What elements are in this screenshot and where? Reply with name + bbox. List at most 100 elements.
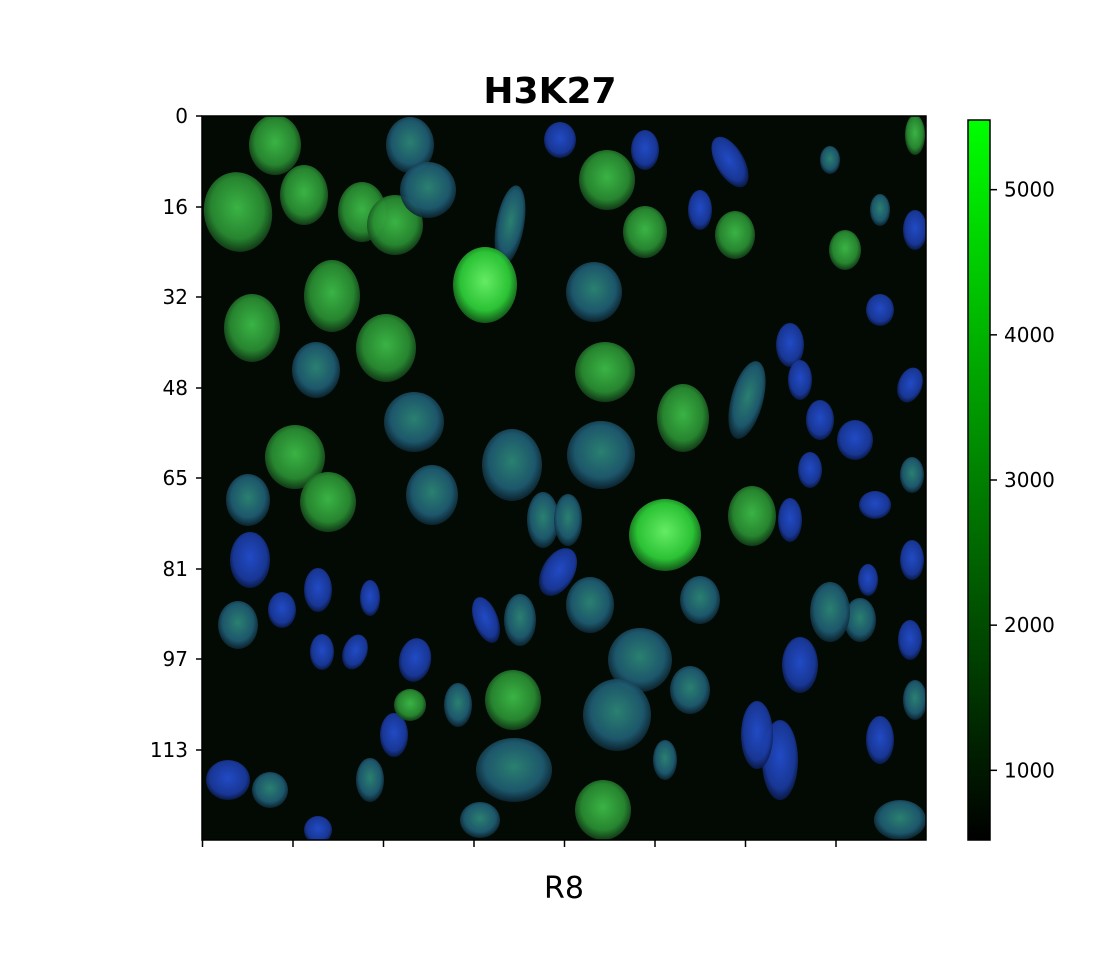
nucleus — [623, 206, 667, 258]
nucleus — [670, 666, 710, 714]
y-tick-label: 16 — [163, 195, 188, 219]
nucleus — [728, 486, 776, 546]
nucleus — [494, 185, 526, 265]
nucleus — [476, 738, 552, 802]
colorbar-tick-label: 5000 — [1004, 178, 1055, 202]
nucleus — [859, 491, 891, 519]
nucleus — [356, 314, 416, 382]
nucleus — [252, 772, 288, 808]
nucleus — [472, 597, 500, 643]
nucleus — [280, 165, 328, 225]
nucleus — [866, 294, 894, 326]
nucleus — [905, 116, 925, 155]
nucleus — [844, 598, 876, 642]
nucleus — [900, 457, 924, 493]
nucleus — [380, 713, 408, 757]
y-tick-label: 32 — [163, 285, 188, 309]
nucleus — [482, 429, 542, 501]
nucleus — [897, 367, 923, 403]
nucleus — [444, 683, 472, 727]
nucleus — [554, 494, 582, 546]
nucleus — [631, 130, 659, 170]
nucleus — [566, 262, 622, 322]
nucleus — [653, 740, 677, 780]
nucleus — [688, 190, 712, 230]
nucleus — [711, 136, 749, 188]
nucleus — [657, 384, 709, 452]
nucleus — [527, 492, 559, 548]
nucleus — [310, 634, 334, 670]
nucleus — [567, 421, 635, 489]
nucleus — [265, 425, 325, 489]
nucleus — [249, 116, 301, 175]
nucleus — [579, 150, 635, 210]
nucleus — [741, 701, 773, 769]
nucleus — [820, 146, 840, 174]
nucleus — [453, 247, 517, 323]
nucleus — [575, 780, 631, 840]
nucleus — [629, 499, 701, 571]
nucleus — [398, 638, 432, 682]
nucleus — [386, 117, 434, 173]
nucleus — [788, 360, 812, 400]
nucleus — [837, 420, 873, 460]
colorbar-tick-label: 2000 — [1004, 613, 1055, 637]
nucleus — [300, 472, 356, 532]
x-axis-label: R8 — [544, 871, 584, 906]
nucleus — [268, 592, 296, 628]
nucleus — [583, 679, 651, 751]
nucleus — [485, 670, 541, 730]
y-tick-label: 97 — [163, 647, 188, 671]
nucleus — [903, 210, 926, 250]
nucleus — [304, 816, 332, 840]
nucleus — [728, 361, 766, 439]
nucleus — [394, 689, 426, 721]
nucleus — [778, 498, 802, 542]
nucleus — [504, 594, 536, 646]
nucleus — [218, 601, 258, 649]
colorbar-gradient — [967, 119, 991, 841]
nucleus — [224, 294, 280, 362]
y-tick-label: 81 — [163, 557, 188, 581]
nucleus — [230, 532, 270, 588]
nucleus — [898, 620, 922, 660]
microscopy-image — [202, 116, 926, 840]
nucleus — [566, 577, 614, 633]
nucleus — [356, 758, 384, 802]
nucleus — [539, 548, 577, 596]
nucleus — [575, 342, 635, 402]
nucleus — [782, 637, 818, 693]
nucleus — [870, 194, 890, 226]
nucleus — [810, 582, 850, 642]
y-tick-label: 65 — [163, 466, 188, 490]
nucleus — [226, 474, 270, 526]
nucleus — [342, 634, 368, 670]
nucleus — [360, 580, 380, 616]
nucleus — [384, 392, 444, 452]
y-tick-label: 48 — [163, 376, 188, 400]
nucleus — [304, 568, 332, 612]
nucleus — [406, 465, 458, 525]
nucleus — [203, 172, 273, 252]
nucleus — [900, 540, 924, 580]
y-axis: 0 16 32 48 65 81 97 113 — [150, 104, 202, 762]
nucleus — [460, 802, 500, 838]
nucleus — [858, 564, 878, 596]
nucleus — [304, 260, 360, 332]
colorbar: 1000 2000 3000 4000 5000 — [967, 119, 1055, 841]
nucleus — [866, 716, 894, 764]
nucleus — [544, 122, 576, 158]
colorbar-tick-label: 4000 — [1004, 323, 1055, 347]
nucleus — [680, 576, 720, 624]
nucleus — [608, 628, 672, 692]
nucleus — [206, 760, 250, 800]
nucleus — [715, 211, 755, 259]
y-tick-label: 0 — [175, 104, 188, 128]
nucleus — [903, 680, 926, 720]
y-tick-label: 113 — [150, 738, 188, 762]
nucleus — [776, 323, 804, 367]
nucleus — [292, 342, 340, 398]
nucleus — [829, 230, 861, 270]
nucleus — [874, 800, 926, 840]
nucleus — [806, 400, 834, 440]
